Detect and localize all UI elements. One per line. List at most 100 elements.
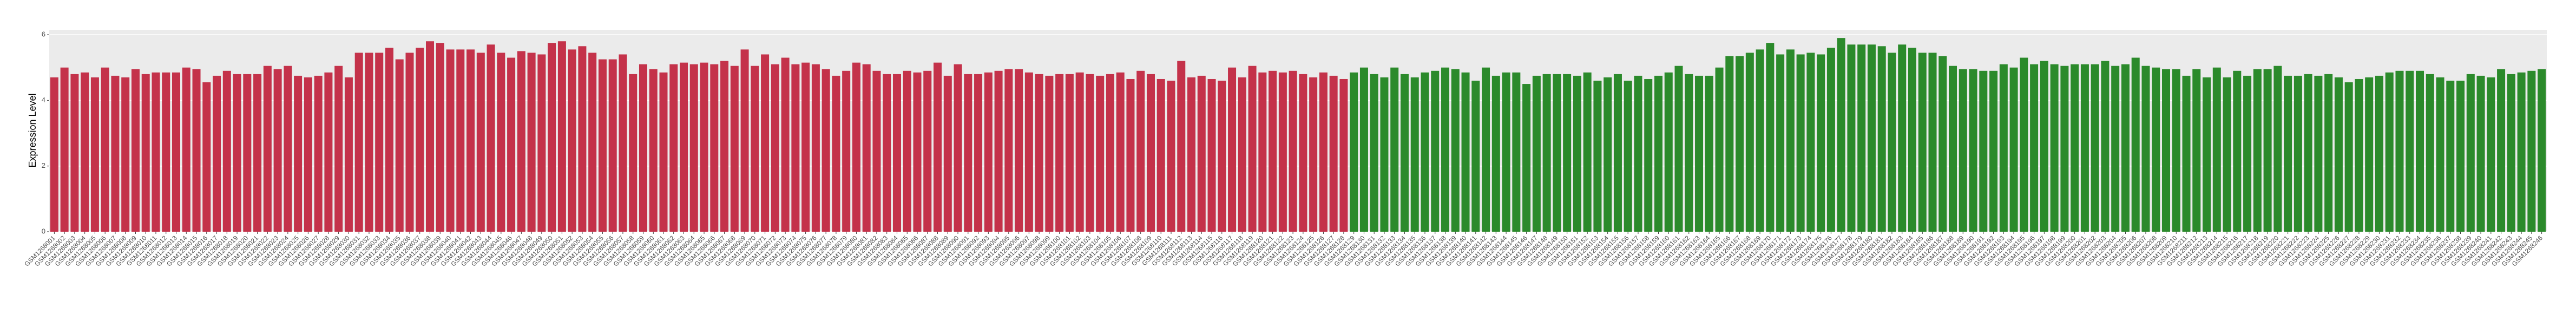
bar (1918, 53, 1927, 232)
bar (1126, 78, 1135, 232)
bar (903, 70, 911, 232)
bar (2243, 75, 2252, 232)
y-axis-label: Expression Level (27, 93, 38, 167)
bar (811, 64, 820, 232)
bar (629, 74, 638, 232)
bar (1542, 74, 1551, 232)
bar (689, 64, 698, 232)
bar (1989, 70, 1998, 232)
bar (1339, 78, 1348, 232)
bar (639, 64, 647, 232)
bar (446, 49, 455, 232)
bar (1532, 75, 1541, 232)
bar (1329, 75, 1338, 232)
bar (1613, 74, 1622, 232)
bar (669, 64, 678, 232)
bar (1502, 72, 1510, 232)
bar (1278, 72, 1287, 232)
bar (2436, 77, 2444, 232)
bar (2487, 77, 2495, 232)
bar (527, 53, 536, 232)
bar (822, 69, 830, 232)
bar (1380, 77, 1389, 232)
bar (710, 64, 719, 232)
bar (222, 70, 231, 232)
bar (2141, 66, 2150, 232)
bar (1136, 70, 1145, 232)
bar (273, 69, 282, 232)
bar (466, 49, 475, 232)
bar (1359, 67, 1368, 232)
bar (1624, 81, 1632, 232)
bar (608, 59, 617, 232)
bar (111, 75, 120, 232)
bar (1238, 77, 1246, 232)
bar (1207, 78, 1216, 232)
y-tick-label: 4 (42, 96, 45, 104)
bar (2375, 75, 2383, 232)
bar (1685, 74, 1693, 232)
bar (2233, 70, 2242, 232)
bar (1299, 74, 1307, 232)
bar (720, 61, 729, 232)
bar (1654, 75, 1662, 232)
bar (1410, 77, 1419, 232)
bar (2253, 69, 2262, 232)
bar (1674, 66, 1683, 232)
bar (2050, 64, 2059, 232)
bar (405, 53, 414, 232)
bar (192, 69, 201, 232)
bar (2294, 75, 2302, 232)
bar (883, 74, 891, 232)
bar (2172, 69, 2180, 232)
bar (213, 75, 221, 232)
bar (1604, 77, 1612, 232)
bar (1167, 81, 1175, 232)
bar (892, 74, 901, 232)
bar (354, 53, 363, 232)
bar (1522, 84, 1531, 232)
bar (1715, 67, 1724, 232)
bar (2314, 75, 2323, 232)
bar (649, 69, 658, 232)
bar (314, 75, 323, 232)
bar (1421, 72, 1429, 232)
bar (2152, 67, 2160, 232)
bar (2507, 74, 2515, 232)
bar (2497, 69, 2506, 232)
bar (2161, 69, 2170, 232)
bar (1045, 75, 1054, 232)
bar (2406, 70, 2414, 232)
bar (2080, 64, 2089, 232)
bar (1187, 77, 1196, 232)
bar (2203, 77, 2211, 232)
bar (1695, 75, 1704, 232)
bar (548, 43, 556, 232)
bar (2121, 64, 2130, 232)
bar (781, 57, 790, 232)
bar (1197, 75, 1206, 232)
bar (1106, 74, 1114, 232)
bar (1024, 72, 1033, 232)
bar (2426, 74, 2434, 232)
bar (1949, 66, 1957, 232)
bar (2538, 69, 2546, 232)
bar (1999, 64, 2008, 232)
bar (1563, 74, 1572, 232)
bar (2395, 70, 2404, 232)
bar (1177, 61, 1186, 232)
bar (1269, 70, 1277, 232)
bar (1786, 49, 1795, 232)
bar (202, 82, 211, 232)
bar (740, 49, 749, 232)
bar (1228, 67, 1237, 232)
bar (1736, 56, 1744, 232)
bar (1086, 74, 1094, 232)
bar (2476, 75, 2485, 232)
bar (1877, 46, 1886, 232)
bar (517, 51, 525, 232)
bar (872, 70, 881, 232)
bar (791, 64, 800, 232)
